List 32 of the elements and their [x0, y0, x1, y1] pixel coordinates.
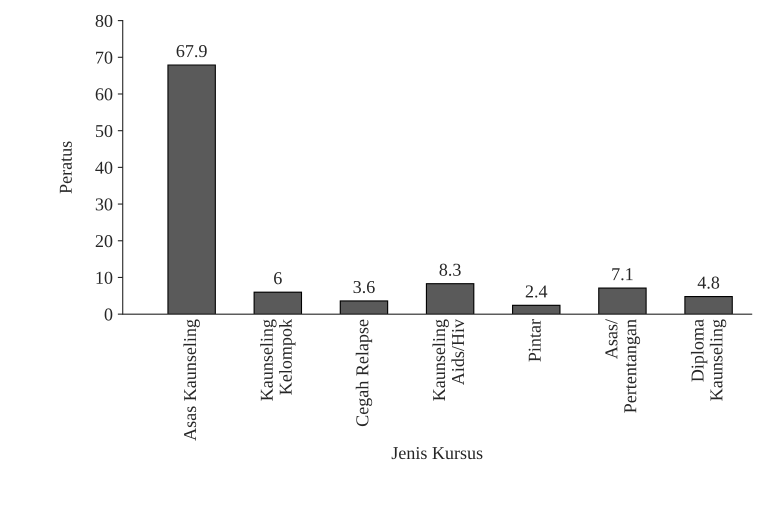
- bar: [598, 288, 647, 314]
- x-tick-label: Pintar: [528, 319, 541, 362]
- data-label: 7.1: [612, 268, 633, 280]
- y-tick-label: 20: [96, 235, 112, 248]
- y-tick-label: 10: [96, 272, 112, 284]
- x-tick-label: Cegah Relapse: [356, 320, 372, 426]
- x-tick-label: Kaunseling Aids/Hiv: [432, 319, 464, 401]
- data-label: 8.3: [440, 264, 461, 276]
- bar: [167, 64, 216, 314]
- bar: [512, 304, 561, 314]
- x-tick-label: Asas Kaunseling: [183, 319, 200, 441]
- x-axis-title: Jenis Kursus: [392, 447, 482, 460]
- data-label: 67.9: [176, 45, 207, 58]
- y-tick-label: 80: [96, 14, 112, 28]
- y-tick-label: 60: [96, 88, 112, 100]
- x-tick-label: Diploma Kaunseling: [690, 319, 726, 401]
- y-tick-label: 40: [95, 162, 112, 174]
- y-tick-label: 50: [96, 124, 112, 138]
- bar: [254, 292, 302, 314]
- data-label: 4.8: [698, 276, 720, 289]
- data-label: 3.6: [354, 280, 375, 294]
- x-tick-label: Kaunseling Kelompok: [260, 319, 296, 401]
- data-label: 6: [274, 272, 282, 284]
- y-tick-label: 30: [96, 198, 112, 211]
- y-tick-label: 70: [96, 52, 112, 64]
- y-tick-label: 0: [104, 308, 112, 321]
- data-label: 2.4: [526, 285, 548, 298]
- x-tick-label: Asas/ Pertentangan: [605, 319, 640, 413]
- y-axis-title: Peratus: [60, 141, 72, 194]
- bar: [684, 296, 733, 314]
- bar: [340, 300, 388, 314]
- bar: [426, 283, 474, 314]
